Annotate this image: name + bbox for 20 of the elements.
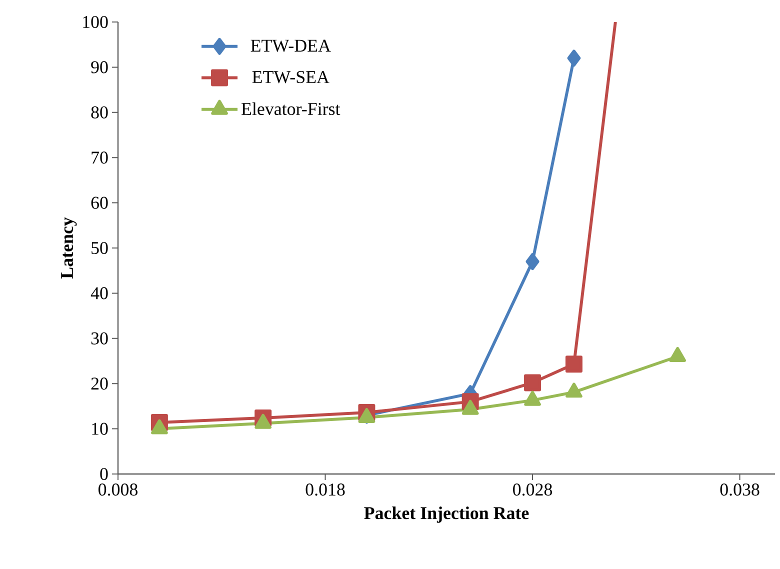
- y-tick-label: 10: [92, 422, 108, 435]
- y-tick-label: 40: [90, 287, 108, 300]
- x-axis-title: Packet Injection Rate: [364, 506, 529, 523]
- y-tick-label: 50: [92, 242, 108, 254]
- y-tick-label: 70: [92, 152, 108, 164]
- x-tick-label: 0.008: [98, 484, 138, 496]
- y-tick-label: 20: [91, 378, 108, 390]
- y-tick-label: 0: [100, 468, 108, 480]
- y-tick-label: 100: [83, 16, 108, 28]
- legend-label: Elevator-First: [242, 102, 340, 116]
- y-tick-label: 90: [91, 61, 108, 74]
- y-tick-label: 60: [91, 196, 108, 209]
- x-tick-label: 0.038: [720, 484, 760, 496]
- legend-label: ETW-SEA: [252, 71, 330, 84]
- x-tick-label: 0.018: [306, 484, 345, 496]
- y-axis-title: Latency: [61, 217, 77, 279]
- x-tick-label: 0.028: [513, 484, 552, 496]
- legend-label: ETW-DEA: [250, 40, 331, 52]
- y-tick-label: 30: [91, 332, 108, 344]
- y-tick-label: 80: [91, 106, 108, 118]
